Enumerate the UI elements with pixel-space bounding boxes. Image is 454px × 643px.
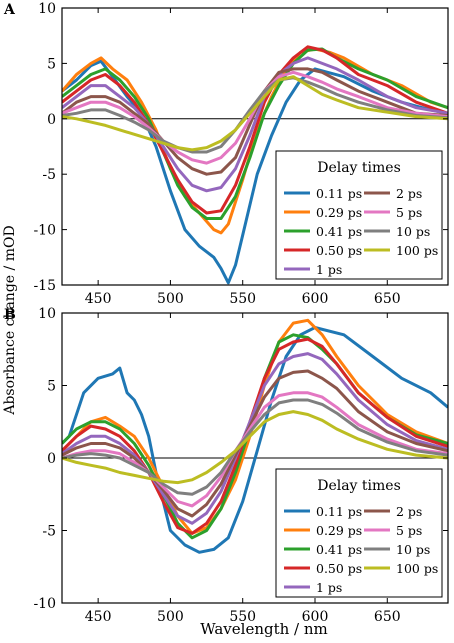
y-tick-label: -10 xyxy=(33,223,56,239)
legend-title: Delay times xyxy=(317,160,401,176)
series-line-1-ps xyxy=(62,56,448,193)
legend-box xyxy=(275,468,443,598)
legend-entry: 10 ps xyxy=(396,542,430,557)
series-line-0-11-ps xyxy=(62,326,448,554)
y-tick-label: 0 xyxy=(47,112,56,128)
legend-entry: 10 ps xyxy=(396,224,430,239)
y-tick-label: 5 xyxy=(47,56,56,72)
series-line-0-29-ps xyxy=(62,47,448,235)
figure-xlabel: Wavelength / nm xyxy=(200,620,328,638)
x-tick-label: 450 xyxy=(85,609,112,625)
y-tick-label: -10 xyxy=(33,596,56,612)
x-tick-label: 550 xyxy=(229,609,256,625)
legend-entry: 0.50 ps xyxy=(316,243,362,258)
legend-entry: 0.29 ps xyxy=(316,523,362,538)
legend-entry: 2 ps xyxy=(396,504,422,519)
series-group xyxy=(62,318,448,554)
legend-entry: 0.50 ps xyxy=(316,561,362,576)
legend-box xyxy=(275,150,443,280)
y-tick-label: 5 xyxy=(47,379,56,395)
legend-entry: 100 ps xyxy=(396,243,438,258)
plot-frame xyxy=(61,7,449,286)
x-tick-label: 500 xyxy=(157,609,184,625)
x-tick-label: 650 xyxy=(374,609,401,625)
y-tick-label: -5 xyxy=(42,524,56,540)
legend-entry: 1 ps xyxy=(316,580,342,595)
panel-label: A xyxy=(3,2,16,18)
legend-entry: 2 ps xyxy=(396,186,422,201)
legend-entry: 1 ps xyxy=(316,262,342,277)
legend-entry: 5 ps xyxy=(396,523,422,538)
legend-entry: 5 ps xyxy=(396,205,422,220)
x-tick-label: 600 xyxy=(302,291,329,307)
y-tick-label: 0 xyxy=(47,451,56,467)
series-line-2-ps xyxy=(62,369,448,518)
legend-entry: 0.41 ps xyxy=(316,224,362,239)
panel-label: B xyxy=(4,307,16,323)
x-tick-label: 550 xyxy=(229,291,256,307)
legend-entry: 0.11 ps xyxy=(316,186,362,201)
figure-ylabel: Absorbance change / mOD xyxy=(2,225,18,415)
x-tick-label: 650 xyxy=(374,291,401,307)
series-line-10-ps xyxy=(62,398,448,496)
x-tick-label: 450 xyxy=(85,291,112,307)
series-line-100-ps xyxy=(62,75,448,152)
legend-entry: 0.11 ps xyxy=(316,504,362,519)
y-tick-label: 10 xyxy=(38,306,56,322)
panel-a: 450 500 550 600 650 -15 -10 -5 0 5 10 A Delay times 0… xyxy=(3,1,449,307)
x-tick-label: 600 xyxy=(302,609,329,625)
series-line-10-ps xyxy=(62,76,448,154)
x-tick-label: 500 xyxy=(157,291,184,307)
legend-entry: 0.29 ps xyxy=(316,205,362,220)
panel-b: 450 500 550 600 650 -10 -5 0 5 10 B Delay times 0.11… xyxy=(4,306,449,625)
series-line-1-ps xyxy=(62,352,448,525)
series-group xyxy=(62,45,448,285)
series-line-5-ps xyxy=(62,70,448,165)
series-line-100-ps xyxy=(62,410,448,485)
y-tick-label: -15 xyxy=(33,278,56,294)
series-line-0-50-ps xyxy=(62,337,448,535)
series-line-0-11-ps xyxy=(62,59,448,285)
legend-title: Delay times xyxy=(317,478,401,494)
y-tick-label: 10 xyxy=(38,1,56,17)
series-line-2-ps xyxy=(62,67,448,176)
legend-entry: 0.41 ps xyxy=(316,542,362,557)
series-line-0-50-ps xyxy=(62,45,448,215)
y-tick-label: -5 xyxy=(42,167,56,183)
legend-entry: 100 ps xyxy=(396,561,438,576)
